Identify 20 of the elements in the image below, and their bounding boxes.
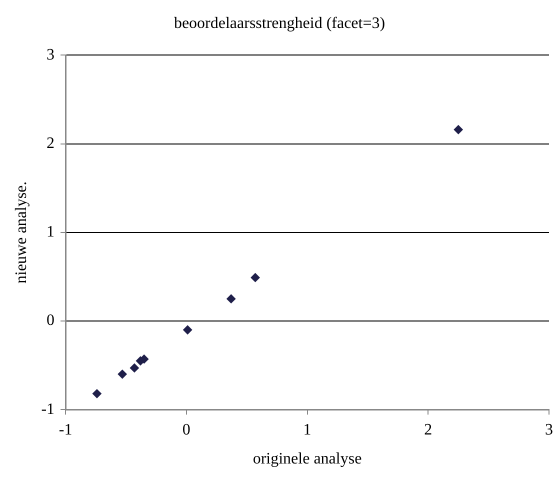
point — [130, 363, 139, 372]
x-tick-label: 3 — [545, 421, 553, 438]
y-tick-label: 3 — [46, 46, 55, 64]
y-axis-title: nieuwe analyse. — [12, 181, 30, 284]
y-tick-label: 0 — [46, 312, 55, 330]
x-tick-label: 0 — [182, 421, 190, 438]
point — [250, 273, 260, 282]
x-axis-title: originele analyse — [252, 450, 362, 468]
point — [226, 294, 236, 304]
x-tick-label: 1 — [303, 421, 312, 438]
point — [183, 325, 192, 334]
point — [454, 125, 463, 134]
x-tick-label: -1 — [58, 421, 72, 438]
y-tick-label: -1 — [41, 400, 55, 418]
point — [92, 389, 102, 398]
x-tick-label: 2 — [424, 421, 432, 438]
y-tick-label: 2 — [46, 135, 55, 152]
point — [118, 370, 127, 379]
y-tick-label: 1 — [46, 224, 55, 241]
chart-title: beoordelaarsstrengheid (facet=3) — [174, 14, 386, 32]
